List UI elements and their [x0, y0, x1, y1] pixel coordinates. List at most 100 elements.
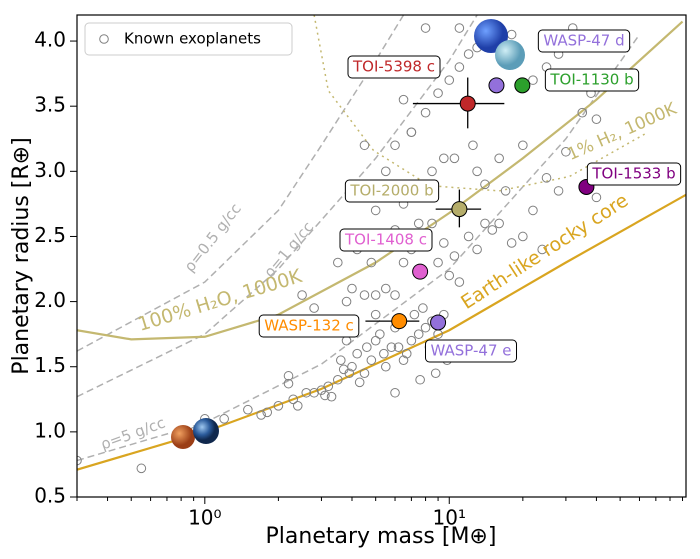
exoplanet-point	[366, 355, 377, 366]
exoplanet-point	[401, 348, 412, 359]
planet-label-box	[544, 68, 640, 92]
exoplanet-point	[390, 290, 400, 300]
legend-label: Known exoplanets	[124, 30, 261, 48]
planet-point	[430, 314, 447, 331]
y-tick-label: 3.0	[34, 158, 66, 182]
exoplanet-point	[309, 303, 319, 313]
planet-label: WASP-132 c	[264, 317, 354, 335]
exoplanet-point	[472, 244, 482, 255]
earth-image	[193, 418, 219, 444]
exoplanet-point	[553, 186, 564, 196]
legend-box	[84, 22, 293, 56]
exoplanet-point	[591, 114, 602, 125]
highlighted	[365, 77, 595, 331]
planet-point	[488, 77, 505, 94]
planet-label: TOI-1408 c	[344, 231, 427, 249]
exoplanet-point	[494, 153, 504, 164]
exoplanet-point	[375, 329, 385, 339]
exoplanet-point	[577, 107, 588, 118]
curve-label: ρ=5 g/cc	[98, 414, 168, 454]
plot-frame	[76, 14, 687, 498]
y-tick-label: 0.5	[34, 484, 66, 508]
exoplanet-point	[77, 455, 82, 466]
exoplanet-point	[370, 290, 381, 300]
exoplanet-point	[454, 23, 465, 33]
planet-label-box	[424, 339, 518, 363]
planet-label-box	[537, 29, 631, 53]
exoplanet-point	[480, 218, 490, 229]
exoplanet-point	[537, 244, 548, 255]
exoplanet-point	[427, 166, 437, 177]
y-tick-label: 1.0	[34, 418, 66, 442]
curve-label: ρ=0.5 g/cc	[180, 200, 245, 276]
exoplanet-point	[591, 192, 602, 203]
y-tick-label: 1.5	[34, 353, 66, 377]
exoplanet-point	[454, 277, 465, 287]
curve-label: Earth-like rocky core	[457, 189, 632, 313]
exoplanet-point	[439, 238, 449, 248]
exoplanet-point	[518, 231, 528, 242]
exoplanet-point	[449, 251, 460, 261]
exoplanet-point	[136, 463, 147, 474]
exoplanet-point	[528, 205, 538, 216]
planet-point	[391, 313, 408, 330]
exoplanet-point	[518, 140, 528, 151]
planet-images	[171, 19, 525, 449]
exoplanet-point	[320, 390, 330, 401]
exoplanet-point	[326, 391, 337, 402]
uranus-image	[495, 40, 525, 70]
exoplanet-point	[506, 238, 517, 248]
exoplanet-point	[406, 335, 417, 346]
planet-label: WASP-47 e	[430, 342, 511, 360]
exoplanet-point	[415, 374, 425, 385]
planet-label: TOI-2000 b	[349, 182, 433, 200]
y-axis-label: Planetary radius [R⊕]	[9, 137, 34, 374]
x-tick-label: 10⁰	[188, 506, 221, 530]
exoplanet-point	[463, 231, 474, 242]
exoplanet-point	[393, 342, 404, 352]
exoplanet-point	[370, 309, 381, 320]
exoplanet-point	[454, 62, 465, 72]
exoplanet-point	[390, 387, 400, 398]
exoplanet-point	[413, 329, 424, 339]
exoplanet-point	[262, 407, 273, 418]
y-tick-label: 4.0	[34, 28, 66, 52]
model-curve	[77, 15, 478, 398]
exoplanet-point	[472, 166, 482, 177]
exoplanet-point	[494, 218, 504, 229]
y-tick-label: 2.0	[34, 288, 66, 312]
planet-label-box	[258, 314, 360, 338]
exoplanet-point	[359, 368, 370, 379]
y-tick-label: 2.5	[34, 223, 66, 247]
exoplanet-point	[439, 153, 449, 164]
exoplanet-point	[386, 342, 397, 352]
planet-label-box	[344, 179, 440, 203]
exoplanet-point	[292, 401, 303, 411]
exoplanet-point	[370, 205, 381, 216]
exoplanet-point	[506, 29, 517, 40]
exoplanet-point	[359, 290, 370, 300]
exoplanet-point	[500, 186, 511, 196]
exoplanet-point	[390, 140, 400, 151]
exoplanet-point	[352, 348, 362, 359]
exoplanet-point	[359, 140, 370, 151]
exoplanet-point	[430, 368, 441, 379]
exoplanet-point	[341, 335, 352, 346]
exoplanet-point	[413, 218, 424, 229]
exoplanet-point	[427, 218, 437, 229]
planet-label-box	[347, 55, 441, 79]
exoplanet-point	[336, 355, 346, 366]
planet-point	[514, 77, 531, 94]
planet-label: WASP-47 d	[543, 32, 624, 50]
exoplanet-point	[528, 75, 538, 85]
exoplanet-point	[370, 335, 381, 346]
exoplanet-point	[219, 414, 229, 424]
exoplanet-point	[444, 75, 455, 85]
x-axis-label: Planetary mass [M⊕]	[266, 524, 497, 549]
exoplanet-point	[380, 283, 391, 294]
planet-label: TOI-1130 b	[549, 71, 633, 89]
exoplanet-point	[398, 94, 409, 105]
y-tick-label: 3.5	[34, 93, 66, 117]
exoplanet-point	[354, 377, 365, 388]
exoplanet-point	[444, 270, 455, 281]
